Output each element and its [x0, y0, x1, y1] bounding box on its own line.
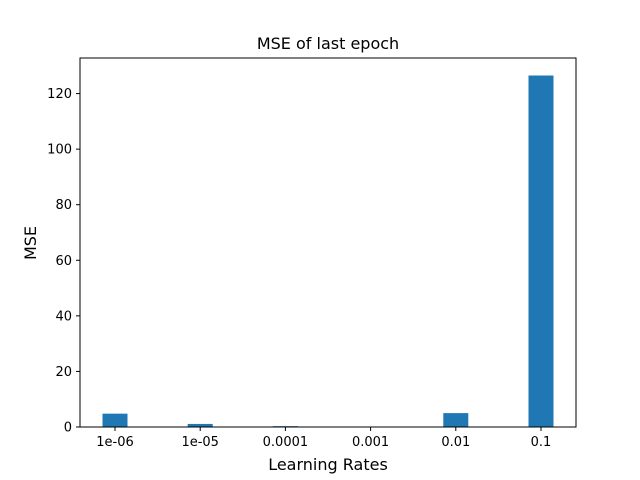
x-axis-ticks: 1e-06 1e-05 0.0001 0.001 0.01 0.1 — [96, 427, 551, 450]
bar-0.1 — [528, 75, 554, 427]
bar-1e-05 — [187, 423, 213, 427]
y-tick-label: 80 — [55, 198, 72, 213]
y-axis-label: MSE — [21, 226, 40, 260]
x-tick-label: 0.01 — [441, 435, 470, 450]
chart-title: MSE of last epoch — [257, 34, 399, 53]
bar-1e-06 — [102, 413, 128, 427]
x-tick-label: 0.1 — [531, 435, 552, 450]
y-tick-label: 40 — [55, 309, 72, 324]
y-tick-label: 0 — [64, 421, 72, 436]
x-tick-label: 1e-05 — [181, 435, 219, 450]
bars — [102, 75, 554, 427]
x-tick-label: 0.001 — [352, 435, 389, 450]
x-tick-label: 0.0001 — [263, 435, 309, 450]
y-tick-label: 60 — [55, 254, 72, 269]
y-tick-label: 120 — [47, 87, 72, 102]
plot-frame — [79, 57, 577, 428]
y-tick-label: 100 — [47, 143, 72, 158]
x-axis-label: Learning Rates — [268, 455, 388, 474]
bar-0.01 — [443, 413, 469, 427]
x-tick-label: 1e-06 — [96, 435, 134, 450]
y-axis-ticks: 0 20 40 60 80 100 120 — [47, 87, 80, 436]
y-tick-label: 20 — [55, 365, 72, 380]
